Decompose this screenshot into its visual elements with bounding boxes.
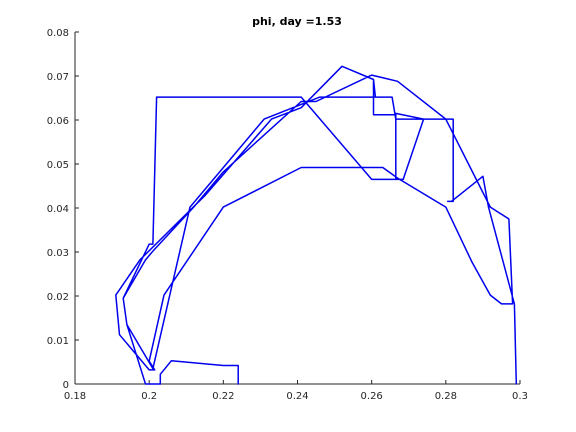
x-tick-label: 0.28 [435,391,457,402]
x-tick-label: 0.22 [212,391,234,402]
y-tick-label: 0.02 [47,292,69,303]
x-tick-label: 0.18 [64,391,86,402]
x-tick-label: 0.3 [512,391,528,402]
chart-title: phi, day =1.53 [252,15,342,28]
x-tick-label: 0.24 [286,391,308,402]
x-tick-label: 0.2 [141,391,157,402]
y-tick-label: 0.01 [47,336,69,347]
series-line-phi [115,65,518,385]
y-tick-label: 0.04 [47,204,69,215]
plot-area: 0.18 0.2 0.22 0.24 0.26 0.28 0.3 0 0.01 0.02 0.03 0… [47,28,528,402]
y-tick-label: 0.05 [47,160,69,171]
y-tick-label: 0 [63,380,69,391]
y-tick-label: 0.08 [47,28,69,39]
x-tick-label: 0.26 [361,391,383,402]
y-tick-label: 0.06 [47,116,69,127]
y-tick-label: 0.03 [47,248,69,259]
y-tick-label: 0.07 [47,72,69,83]
